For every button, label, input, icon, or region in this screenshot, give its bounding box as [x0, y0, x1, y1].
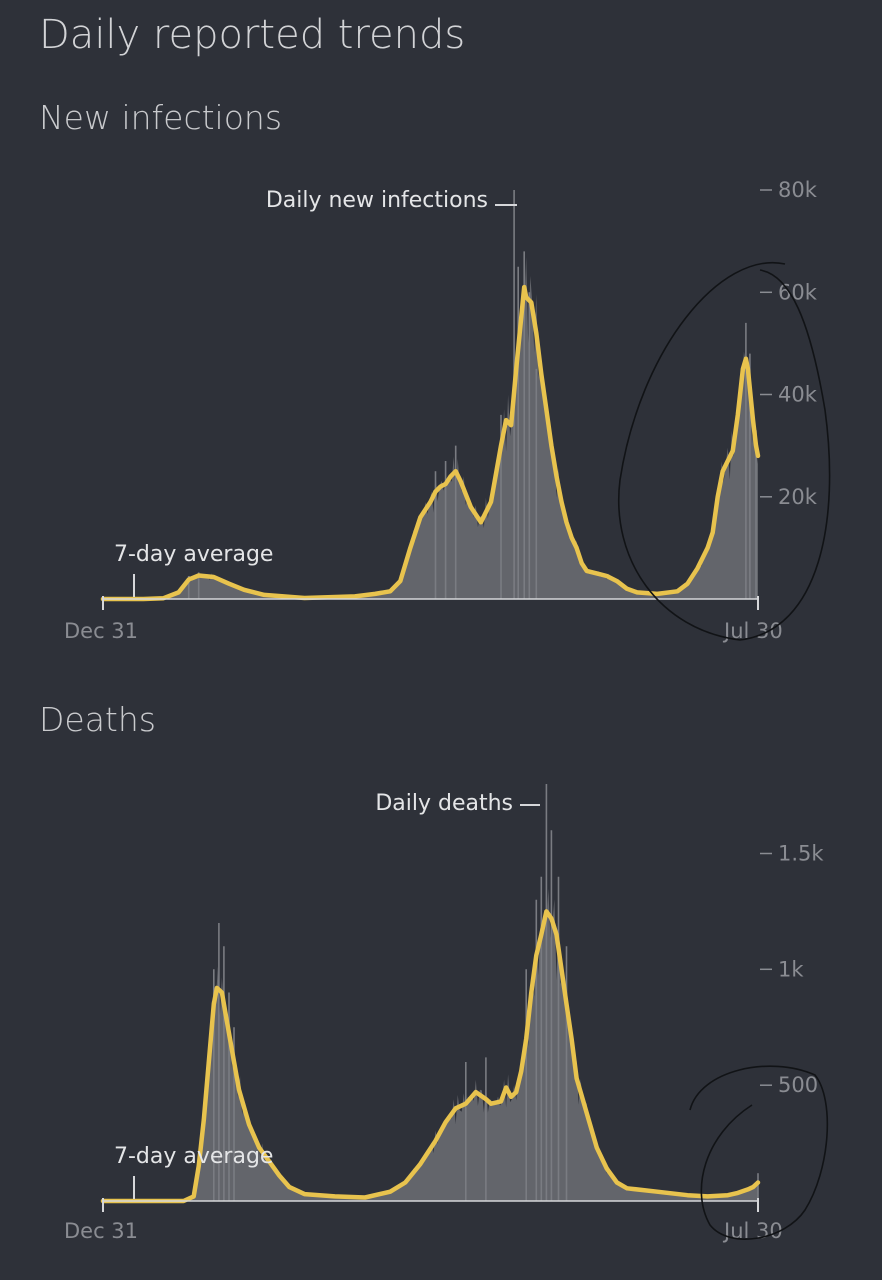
infections-bar-area — [103, 190, 758, 599]
infections-average-line — [100, 284, 761, 602]
deaths-y-axis: 500 1k 1.5k — [760, 842, 824, 1097]
deaths-y-tick-label-2: 1.5k — [778, 842, 824, 866]
infections-section-title: New infections — [39, 98, 283, 137]
infections-average-label: 7-day average — [114, 542, 273, 567]
hand-drawn-circle-annotation — [618, 261, 831, 641]
infections-y-axis: 20k 40k 60k 80k — [760, 178, 818, 509]
infections-y-tick-label-2: 60k — [778, 280, 818, 304]
deaths-x-start-label: Dec 31 — [64, 1219, 138, 1243]
infections-x-start-label: Dec 31 — [64, 619, 138, 643]
deaths-y-tick-label-1: 1k — [778, 957, 804, 981]
hand-drawn-circle-annotation — [689, 1065, 829, 1240]
infections-daily-bars-envelope — [103, 256, 758, 599]
deaths-section-title: Deaths — [39, 700, 156, 739]
infections-bar-series-label: Daily new infections — [266, 188, 488, 213]
deaths-bar-series-label: Daily deaths — [375, 791, 513, 816]
infections-y-tick-label-1: 40k — [778, 383, 818, 407]
deaths-average-line — [100, 909, 761, 1204]
infections-y-tick-label-3: 80k — [778, 178, 818, 202]
page-title: Daily reported trends — [39, 12, 466, 58]
deaths-average-label: 7-day average — [114, 1144, 273, 1169]
infections-y-tick-label-0: 20k — [778, 485, 818, 509]
deaths-y-tick-label-0: 500 — [778, 1073, 818, 1097]
